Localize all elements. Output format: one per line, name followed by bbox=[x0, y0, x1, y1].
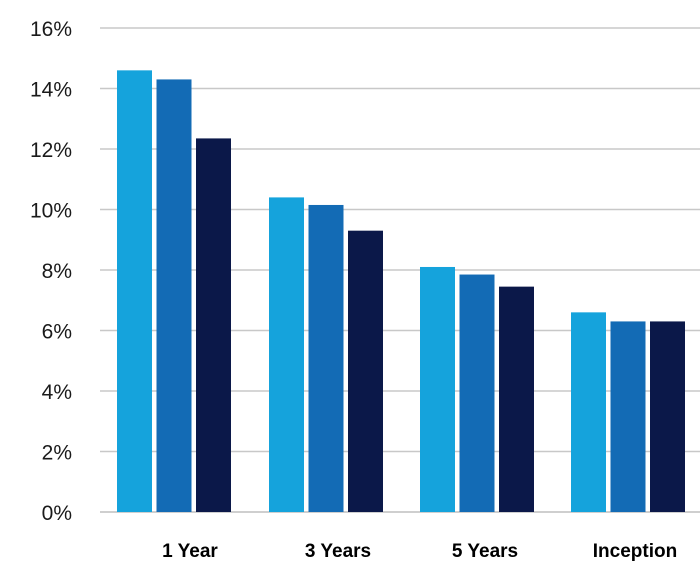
bar bbox=[196, 138, 231, 512]
x-category-label: 3 Years bbox=[305, 541, 371, 562]
bar bbox=[499, 286, 534, 512]
bar bbox=[459, 274, 495, 512]
bar bbox=[650, 321, 685, 512]
bar bbox=[610, 321, 646, 512]
bar bbox=[571, 312, 606, 512]
y-tick-label: 8% bbox=[42, 260, 72, 283]
y-tick-label: 16% bbox=[30, 18, 72, 41]
y-tick-label: 6% bbox=[42, 321, 72, 344]
bar bbox=[348, 230, 383, 513]
y-tick-label: 12% bbox=[30, 139, 72, 162]
bar bbox=[308, 204, 344, 512]
y-axis-tick-labels: 0% 2% 4% 6% 8% 10% 12% 14% 16% bbox=[30, 18, 72, 525]
x-axis-category-labels: 1 Year 3 Years 5 Years Inception bbox=[162, 541, 677, 562]
bar bbox=[117, 70, 152, 512]
bars bbox=[117, 70, 685, 513]
y-tick-label: 10% bbox=[30, 200, 72, 223]
y-tick-label: 2% bbox=[42, 442, 72, 465]
x-category-label: 1 Year bbox=[162, 541, 218, 562]
y-tick-label: 4% bbox=[42, 381, 72, 404]
y-tick-label: 14% bbox=[30, 79, 72, 102]
bar bbox=[156, 79, 192, 513]
x-category-label: Inception bbox=[593, 541, 677, 562]
y-tick-label: 0% bbox=[42, 502, 72, 525]
bar bbox=[420, 266, 455, 512]
x-category-label: 5 Years bbox=[452, 541, 518, 562]
bar bbox=[269, 197, 304, 512]
